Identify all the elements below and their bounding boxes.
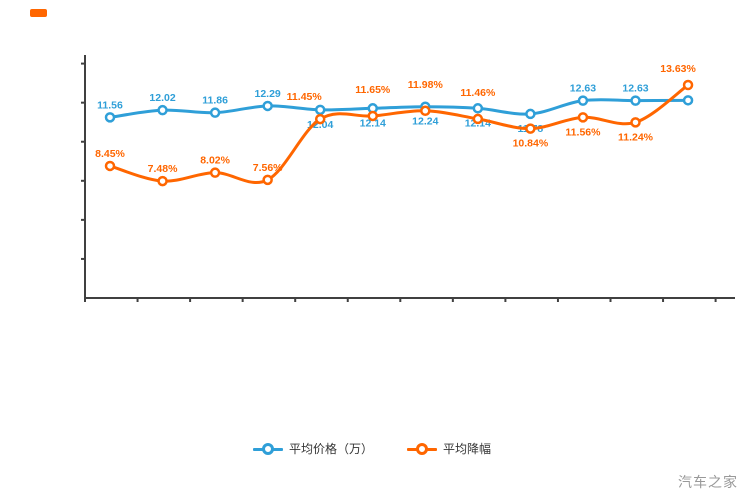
svg-text:12.02: 12.02 bbox=[149, 92, 175, 104]
svg-text:12.14: 12.14 bbox=[360, 117, 386, 129]
brand-logo-mark bbox=[30, 9, 47, 17]
svg-text:11.56: 11.56 bbox=[97, 99, 123, 111]
svg-text:12.63: 12.63 bbox=[622, 83, 648, 95]
svg-text:11.24%: 11.24% bbox=[618, 131, 654, 143]
svg-text:11.45%: 11.45% bbox=[287, 91, 323, 103]
svg-text:12.04: 12.04 bbox=[307, 119, 333, 131]
chart-legend: 平均价格（万） 平均降幅 bbox=[0, 443, 744, 455]
legend-dot-swatch bbox=[416, 443, 428, 455]
svg-text:11.56%: 11.56% bbox=[565, 126, 601, 138]
svg-text:7.48%: 7.48% bbox=[148, 163, 178, 175]
legend-item-avg-discount[interactable]: 平均降幅 bbox=[407, 443, 491, 455]
svg-text:11.46%: 11.46% bbox=[460, 87, 496, 99]
legend-label-avg-price: 平均价格（万） bbox=[288, 442, 373, 456]
legend-item-avg-price[interactable]: 平均价格（万） bbox=[252, 442, 373, 456]
svg-text:13.63%: 13.63% bbox=[660, 63, 696, 75]
legend-label-avg-discount: 平均降幅 bbox=[443, 442, 492, 456]
legend-dot-swatch bbox=[261, 443, 274, 455]
svg-text:12.24: 12.24 bbox=[412, 116, 438, 128]
line-dot-marker-icon bbox=[407, 443, 437, 455]
line-dot-marker-icon bbox=[252, 443, 283, 455]
svg-text:8.45%: 8.45% bbox=[95, 148, 125, 160]
svg-text:12.63: 12.63 bbox=[570, 83, 596, 95]
svg-text:12.29: 12.29 bbox=[255, 88, 281, 100]
svg-text:8.02%: 8.02% bbox=[200, 155, 230, 167]
svg-text:10.84%: 10.84% bbox=[513, 138, 549, 150]
svg-text:7.56%: 7.56% bbox=[253, 162, 283, 174]
svg-text:11.98%: 11.98% bbox=[408, 79, 444, 91]
svg-text:11.86: 11.86 bbox=[202, 95, 228, 107]
autohome-watermark: 汽车之家 bbox=[678, 474, 738, 490]
svg-text:11.65%: 11.65% bbox=[355, 84, 391, 96]
